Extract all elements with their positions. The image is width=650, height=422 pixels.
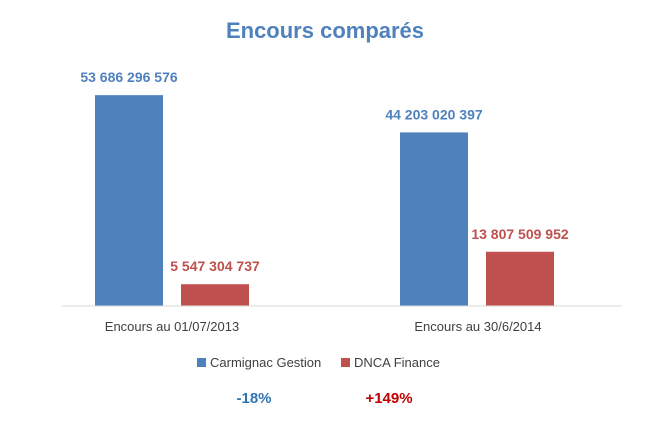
value-labels-layer: 53 686 296 576 44 203 020 397 5 547 304 73…	[80, 69, 569, 274]
legend-swatch-carmignac	[197, 358, 206, 367]
x-tick-label: Encours au 01/07/2013	[105, 319, 239, 334]
data-label: 53 686 296 576	[80, 69, 178, 85]
x-tick-label: Encours au 30/6/2014	[414, 319, 541, 334]
data-label: 44 203 020 397	[385, 106, 483, 122]
legend: Carmignac Gestion DNCA Finance	[197, 355, 440, 370]
bar-carmignac-1	[400, 132, 468, 306]
change-note-dnca: +149%	[365, 390, 412, 407]
bar-dnca-0	[181, 284, 249, 306]
legend-label-dnca: DNCA Finance	[354, 355, 440, 370]
legend-swatch-dnca	[341, 358, 350, 367]
legend-label-carmignac: Carmignac Gestion	[210, 355, 321, 370]
change-note-carmignac: -18%	[236, 390, 271, 407]
data-label: 13 807 509 952	[471, 226, 569, 242]
data-label: 5 547 304 737	[170, 258, 260, 274]
bars-layer	[95, 95, 554, 306]
chart-title: Encours comparés	[226, 18, 424, 43]
bar-carmignac-0	[95, 95, 163, 306]
bar-dnca-1	[486, 251, 554, 306]
